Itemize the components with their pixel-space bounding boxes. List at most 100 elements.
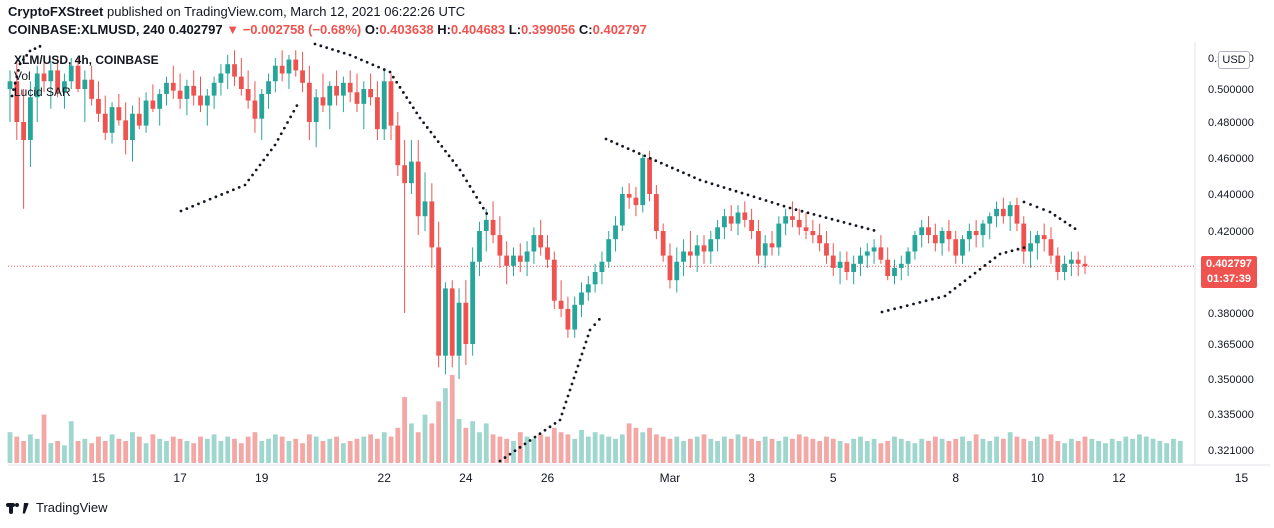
candle-body — [395, 125, 401, 166]
candle-body — [973, 231, 979, 236]
candle-body — [919, 227, 925, 236]
sar-dot — [621, 144, 624, 148]
volume-bar — [279, 436, 285, 463]
volume-bar — [932, 436, 938, 463]
volume-bar — [347, 441, 353, 463]
sar-dot — [354, 56, 358, 59]
price-tick-label: 0.380000 — [1208, 308, 1254, 320]
sar-dot — [451, 159, 455, 162]
volume-bar — [939, 438, 945, 463]
volume-bar — [1075, 441, 1081, 463]
publisher-name[interactable]: CryptoFXStreet — [8, 4, 104, 19]
sar-dot — [273, 143, 277, 147]
candle-body — [368, 89, 374, 98]
sar-dot — [295, 104, 299, 108]
sar-dot — [610, 140, 613, 143]
volume-bar — [1048, 434, 1054, 463]
candle-body — [245, 89, 251, 101]
candle-body — [858, 255, 863, 264]
symbol-interval[interactable]: COINBASE:XLMUSD, 240 — [8, 22, 165, 37]
candle-body — [340, 82, 346, 96]
volume-bar — [803, 436, 809, 463]
sar-dot — [560, 412, 564, 416]
volume-bar — [1103, 443, 1108, 463]
legend-lucid-sar[interactable]: Lucid SAR — [14, 85, 71, 99]
candle-body — [694, 245, 700, 256]
candle-body — [633, 197, 639, 206]
candle-body — [912, 235, 918, 252]
volume-bar — [817, 441, 823, 463]
sar-dot — [179, 209, 183, 213]
open-value: 0.403638 — [379, 22, 434, 37]
volume-bar — [1007, 432, 1013, 463]
sar-dot — [963, 279, 967, 283]
sar-dot — [830, 217, 834, 221]
volume-bar — [340, 443, 346, 463]
sar-dot — [1035, 205, 1039, 209]
sar-dot — [566, 394, 570, 398]
candle-body — [592, 272, 598, 285]
volume-bar — [422, 414, 428, 463]
volume-bar — [157, 438, 163, 463]
sar-dot — [806, 211, 810, 215]
candle-body — [354, 92, 360, 104]
candle-body — [313, 97, 319, 122]
volume-bar — [320, 441, 326, 463]
candle-body — [905, 251, 911, 264]
sar-dot — [558, 418, 562, 422]
candle-body — [626, 194, 632, 198]
sar-dot — [528, 439, 532, 442]
sar-dot — [325, 46, 329, 50]
legend-symbol[interactable]: XLM/USD, 4h, COINBASE — [14, 53, 159, 67]
candle-body — [198, 95, 203, 106]
sar-dot — [18, 62, 22, 66]
volume-bar — [123, 441, 129, 463]
tradingview-brand[interactable]: TradingView — [36, 500, 108, 515]
volume-bar — [28, 434, 33, 463]
volume-bar — [715, 441, 720, 463]
time-tick-label: 26 — [541, 471, 555, 485]
sar-dot — [415, 111, 419, 115]
volume-bar — [272, 434, 278, 463]
candle-body — [232, 64, 237, 77]
candle-body — [511, 255, 516, 266]
sar-dot — [276, 137, 280, 141]
sar-dot — [17, 69, 20, 72]
volume-bar — [150, 434, 156, 463]
volume-bar — [1041, 438, 1047, 463]
sar-dot — [388, 70, 392, 74]
legend-volume[interactable]: Vol — [14, 69, 31, 83]
volume-bar — [286, 441, 292, 463]
candle-body — [347, 82, 353, 93]
sar-dot — [214, 195, 218, 199]
volume-bar — [687, 438, 693, 463]
candle-body — [136, 113, 142, 126]
volume-bar — [198, 436, 203, 463]
candle-body — [456, 302, 462, 356]
candle-body — [762, 243, 768, 256]
sar-dot — [637, 152, 641, 155]
sar-dot — [429, 130, 433, 134]
sar-dot — [360, 58, 363, 62]
volume-bar — [545, 436, 550, 463]
last-price-tag: 0.402797 01:37:39 — [1201, 256, 1257, 288]
candle-body — [143, 100, 149, 126]
volume-bar — [164, 441, 169, 463]
sar-dot — [1048, 210, 1052, 214]
volume-bar — [334, 436, 339, 463]
candle-body — [667, 255, 673, 281]
candle-body — [150, 100, 156, 109]
price-tick-label: 0.321000 — [1208, 445, 1254, 457]
change-value: ▼ −0.002758 (−0.68%) — [226, 22, 362, 37]
candle-body — [191, 85, 197, 96]
candle-body — [946, 231, 952, 240]
sar-dot — [247, 178, 251, 182]
currency-badge[interactable]: USD — [1218, 51, 1250, 69]
volume-bar — [742, 436, 748, 463]
candle-body — [7, 81, 13, 89]
sar-dot — [576, 364, 580, 368]
volume-bar — [490, 434, 496, 463]
sar-dot — [968, 275, 972, 279]
candle-body — [953, 239, 959, 256]
